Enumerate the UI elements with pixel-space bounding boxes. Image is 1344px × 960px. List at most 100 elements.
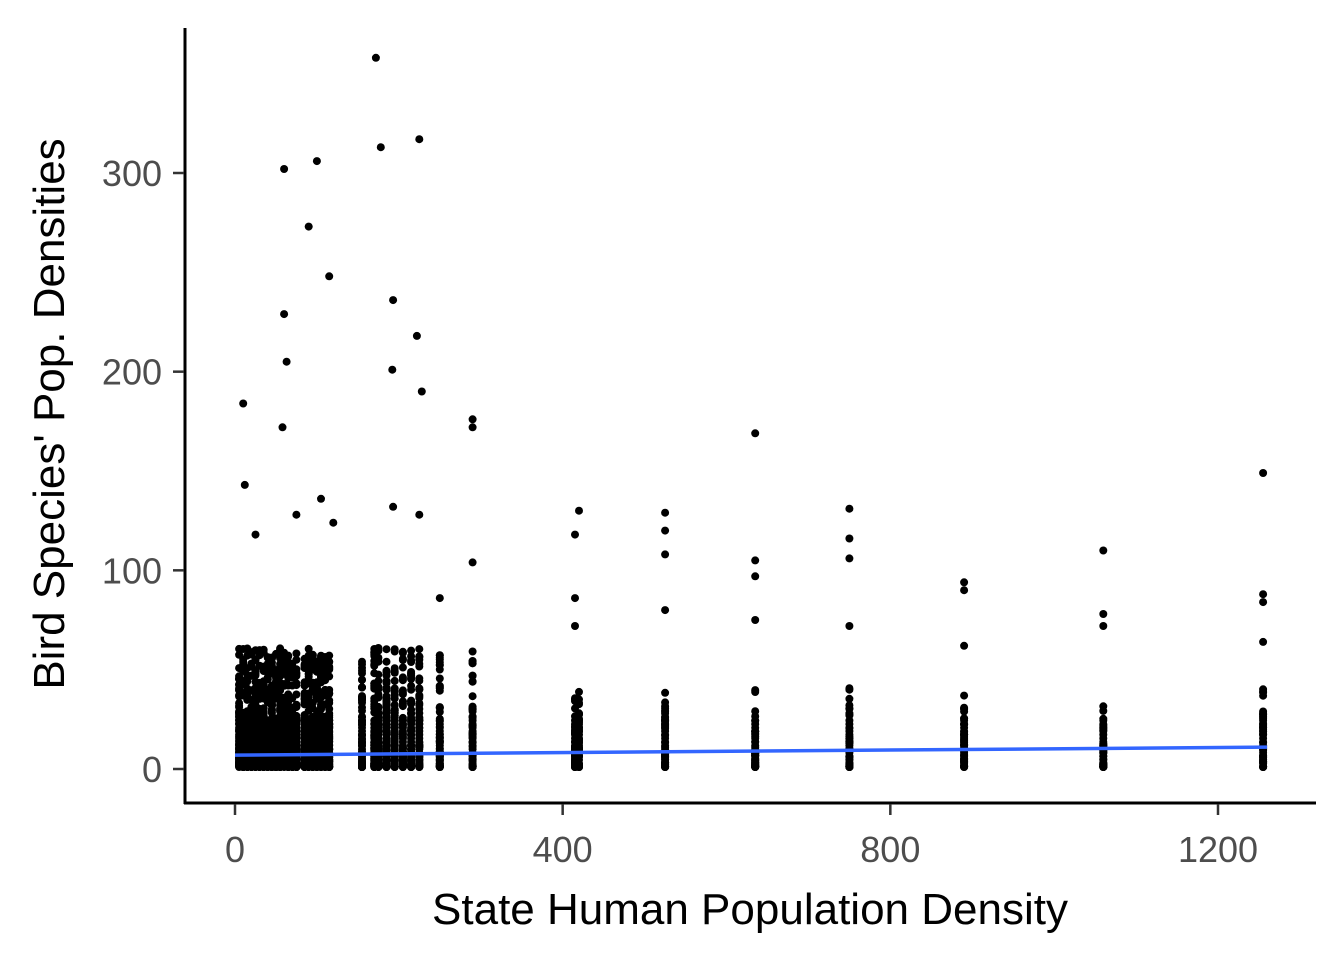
data-point	[845, 534, 854, 543]
data-point	[398, 699, 407, 708]
data-point	[415, 135, 424, 144]
data-point	[235, 699, 244, 708]
data-point	[390, 664, 399, 673]
data-point	[435, 716, 444, 725]
data-point	[661, 688, 670, 697]
data-point	[571, 622, 579, 630]
data-point	[358, 716, 366, 725]
data-point	[390, 701, 399, 709]
data-point	[398, 663, 407, 672]
data-point	[751, 716, 760, 725]
data-point	[358, 669, 366, 678]
data-point	[374, 670, 383, 679]
data-point	[374, 716, 383, 725]
trend-line-layer	[234, 745, 1268, 757]
data-point	[661, 606, 670, 615]
data-point	[661, 550, 670, 559]
data-point	[358, 692, 366, 701]
data-point	[661, 707, 670, 716]
data-point	[325, 699, 334, 707]
y-tick-label: 100	[102, 550, 162, 591]
data-point	[407, 656, 416, 665]
y-tick-label: 0	[142, 749, 162, 790]
data-point	[374, 693, 383, 702]
data-point	[751, 688, 760, 696]
data-point	[1099, 622, 1108, 630]
data-point	[398, 675, 407, 683]
data-point	[571, 594, 579, 603]
data-point	[388, 365, 397, 374]
data-point	[1259, 469, 1268, 477]
data-point	[358, 660, 366, 669]
data-point	[845, 694, 854, 703]
data-point	[382, 645, 391, 654]
data-point	[415, 645, 424, 654]
data-point	[468, 415, 477, 424]
data-point	[435, 594, 444, 603]
data-point	[325, 672, 334, 681]
data-point	[292, 681, 301, 690]
data-point	[435, 651, 444, 660]
data-point	[325, 272, 334, 281]
data-point	[415, 691, 424, 700]
data-point	[415, 699, 424, 708]
data-point	[468, 647, 477, 656]
data-point	[308, 650, 317, 659]
data-point	[389, 502, 398, 511]
data-point	[374, 644, 383, 652]
x-tick-label: 1200	[1178, 829, 1258, 870]
data-point	[468, 657, 477, 665]
data-point	[304, 644, 313, 653]
data-point	[407, 705, 416, 714]
data-point	[468, 671, 477, 680]
data-point	[251, 530, 260, 539]
data-point	[1259, 637, 1268, 646]
trend-line	[234, 745, 1268, 757]
data-point	[278, 423, 287, 432]
data-point	[325, 651, 334, 660]
data-point	[292, 668, 301, 677]
data-point	[845, 622, 854, 630]
data-point	[284, 651, 293, 660]
data-point	[398, 716, 407, 725]
data-point	[661, 698, 670, 707]
data-point	[415, 676, 424, 685]
data-point	[358, 683, 366, 692]
data-point	[390, 716, 399, 725]
data-point	[415, 510, 424, 519]
data-point	[661, 526, 670, 535]
data-point	[751, 429, 760, 438]
data-point	[845, 685, 854, 694]
data-point	[325, 716, 334, 725]
data-point	[325, 686, 334, 694]
x-axis-title: State Human Population Density	[432, 885, 1068, 934]
data-point	[1099, 546, 1108, 555]
data-point	[571, 530, 579, 539]
data-point	[390, 690, 399, 699]
data-point	[382, 716, 391, 725]
data-point	[251, 667, 260, 676]
data-point	[390, 645, 399, 654]
y-tick-label: 200	[102, 352, 162, 393]
data-point	[435, 660, 444, 669]
data-point	[382, 668, 391, 677]
data-point	[263, 675, 272, 684]
data-point	[382, 703, 391, 712]
data-point	[243, 677, 252, 686]
data-point	[575, 716, 583, 725]
data-point	[398, 656, 407, 665]
data-point	[845, 716, 854, 725]
data-points	[235, 53, 1268, 771]
data-point	[468, 423, 477, 432]
data-point	[960, 578, 969, 587]
data-point	[382, 685, 391, 694]
data-point	[468, 716, 477, 725]
data-point	[390, 676, 399, 685]
data-point	[267, 708, 276, 717]
data-point	[415, 662, 424, 671]
data-point	[1099, 610, 1108, 618]
data-point	[468, 677, 477, 686]
data-point	[389, 296, 398, 305]
data-point	[376, 143, 385, 152]
